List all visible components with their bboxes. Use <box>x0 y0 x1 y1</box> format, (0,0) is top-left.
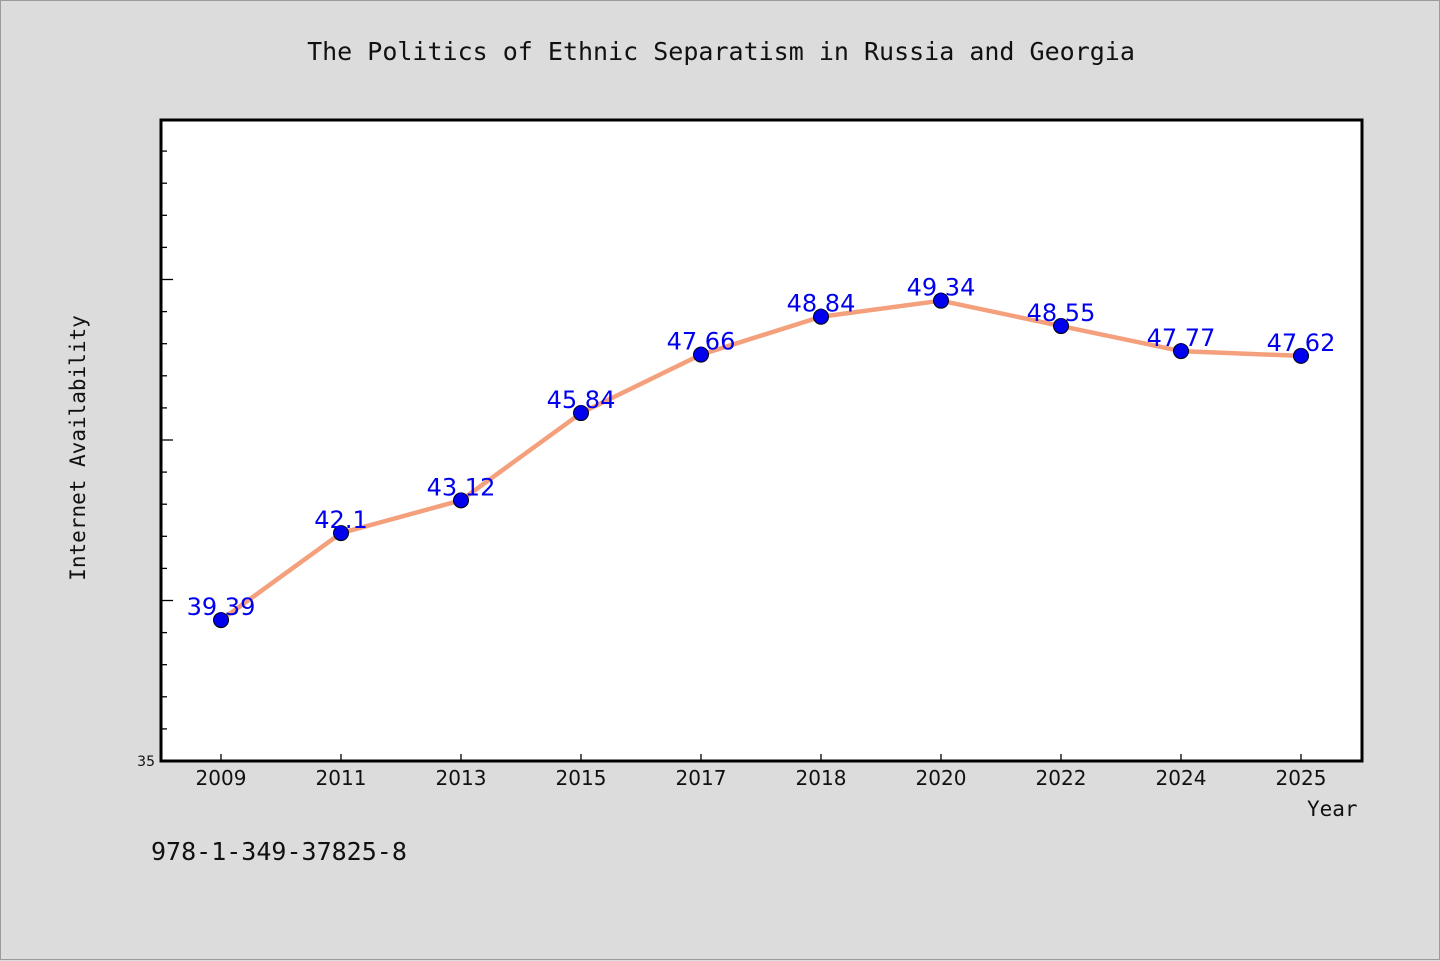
y-axis-ticks: 35 <box>137 150 173 770</box>
x-tick-label: 2018 <box>796 766 847 790</box>
data-label: 39.39 <box>187 593 256 621</box>
chart-title: The Politics of Ethnic Separatism in Rus… <box>307 37 1135 66</box>
data-point-marker <box>1053 318 1069 335</box>
x-tick-label: 2009 <box>196 766 247 790</box>
plot-area <box>159 118 1364 763</box>
data-point-marker <box>213 612 229 629</box>
x-tick-label: 2015 <box>556 766 607 790</box>
series-layer: 39.39 42.1 43.12 45.84 47.66 48.84 49.34 48.55 4… <box>187 274 1336 629</box>
data-point-marker <box>573 405 589 422</box>
x-axis-ticks: 2009 2011 2013 2015 2017 2018 2020 2022 2024 2025 <box>196 754 1327 790</box>
x-axis-label: Year <box>1307 797 1358 821</box>
data-point-marker <box>333 525 349 542</box>
data-point-marker <box>1293 347 1309 364</box>
data-point-marker <box>813 308 829 325</box>
data-label: 43.12 <box>427 473 496 501</box>
data-point-marker <box>1173 343 1189 360</box>
data-label: 45.84 <box>547 386 616 414</box>
data-label: 42.1 <box>314 506 367 534</box>
data-label: 47.77 <box>1147 324 1216 352</box>
x-tick-label: 2025 <box>1276 766 1327 790</box>
x-tick-label: 2013 <box>436 766 487 790</box>
footer-code: 978-1-349-37825-8 <box>151 837 407 866</box>
data-label: 47.66 <box>667 328 736 356</box>
data-label: 48.84 <box>787 290 856 318</box>
data-point-marker <box>453 492 469 509</box>
x-tick-label: 2020 <box>916 766 967 790</box>
data-point-marker <box>933 292 949 309</box>
x-tick-label: 2022 <box>1036 766 1087 790</box>
data-point-marker <box>693 346 709 363</box>
data-label: 48.55 <box>1027 299 1096 327</box>
x-tick-label: 2011 <box>316 766 367 790</box>
y-tick-label: 35 <box>137 754 155 770</box>
x-tick-label: 2017 <box>676 766 727 790</box>
series-line <box>218 298 1304 623</box>
data-label: 49.34 <box>907 274 976 302</box>
x-tick-label: 2024 <box>1156 766 1207 790</box>
data-label: 47.62 <box>1267 329 1336 357</box>
